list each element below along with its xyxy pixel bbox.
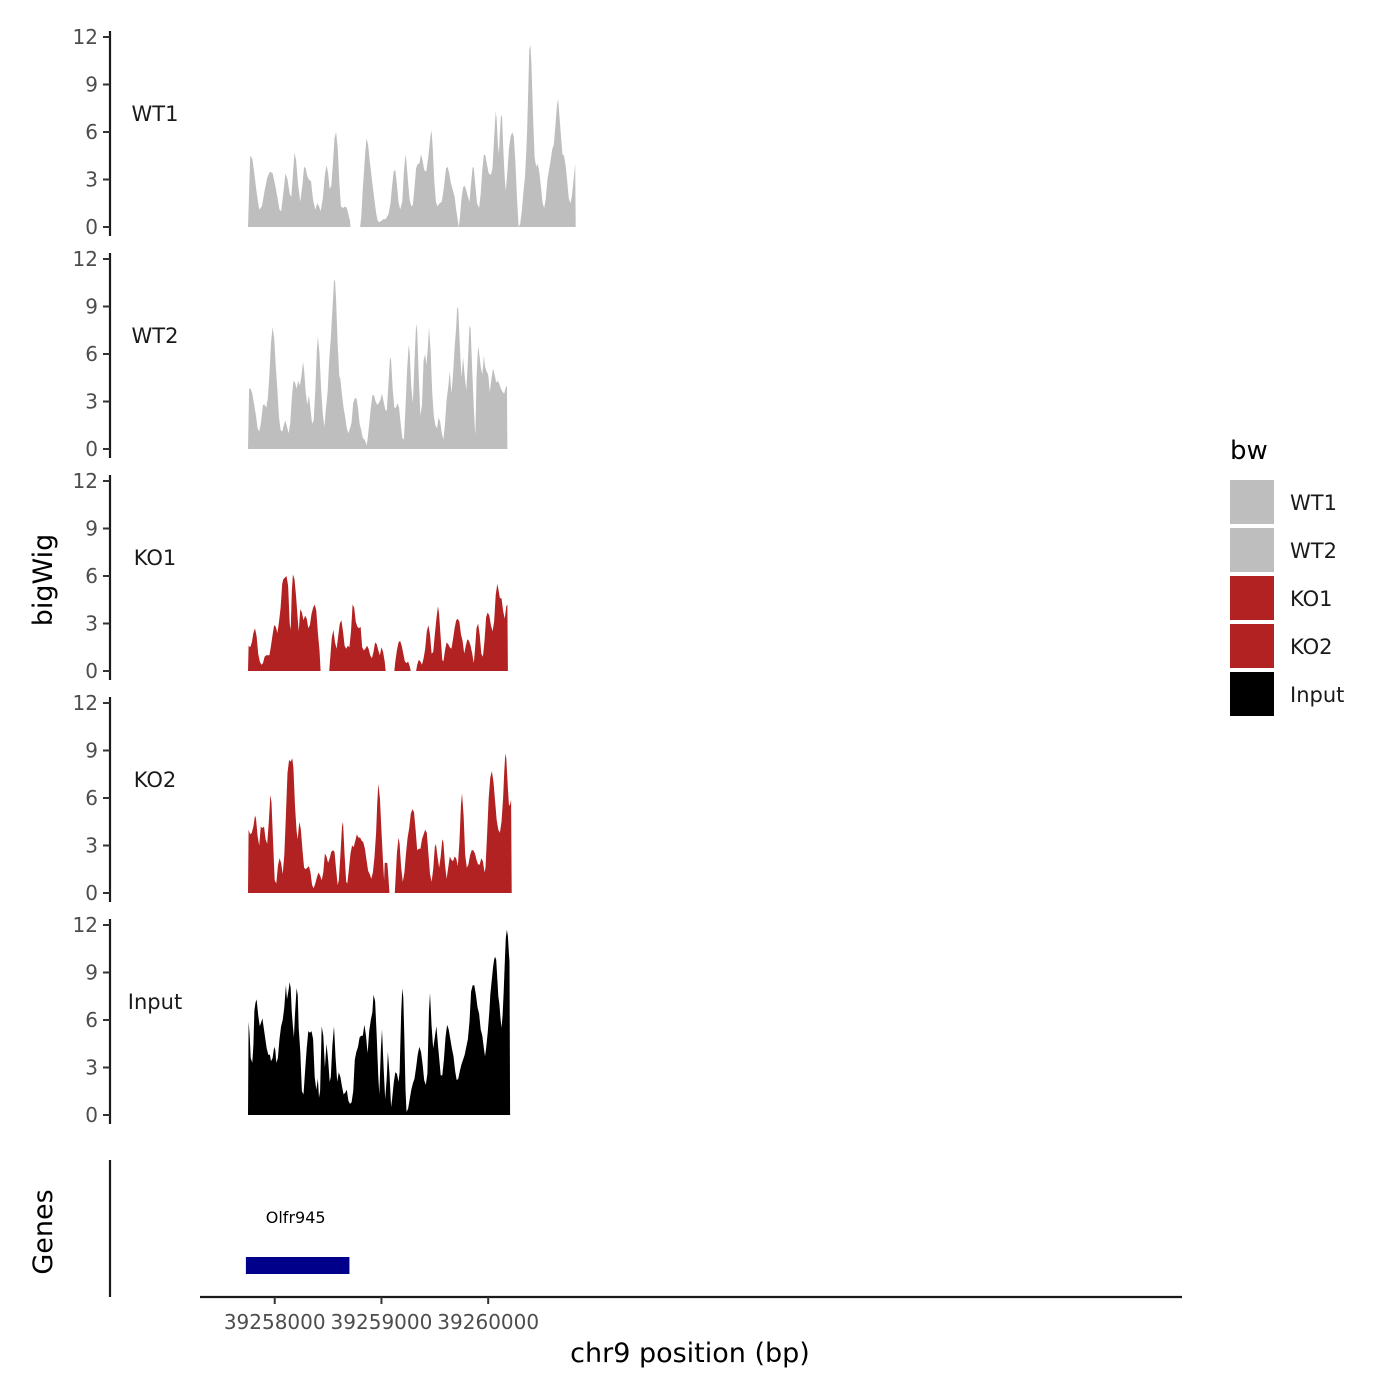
- y-tick-label-ko2-3: 3: [85, 834, 98, 858]
- x-axis: 39258000 39259000 39260000: [200, 1295, 1182, 1334]
- x-tick-label-39259000: 39259000: [331, 1310, 433, 1334]
- x-tick-label-39258000: 39258000: [224, 1310, 326, 1334]
- area-ko2: [248, 753, 512, 893]
- gene-olfr945: Olfr945: [245, 1208, 350, 1274]
- y-tick-label-ko2-12: 12: [73, 691, 98, 715]
- y-tick-label-wt2-0: 0: [85, 437, 98, 461]
- y-axis-title: bigWig: [28, 534, 59, 627]
- y-tick-label-input-0: 0: [85, 1103, 98, 1127]
- legend-entry-wt1: WT1: [1230, 480, 1337, 524]
- legend-key-ko2: [1230, 624, 1274, 668]
- y-tick-label-ko2-9: 9: [85, 739, 98, 763]
- y-tick-label-input-12: 12: [73, 913, 98, 937]
- track-input: 0 3 6 9 12 Input: [73, 913, 511, 1127]
- track-ko2: 0 3 6 9 12 KO2: [73, 691, 512, 905]
- track-label-ko1: KO1: [134, 546, 177, 570]
- area-ko1: [248, 574, 508, 671]
- track-ko1: 0 3 6 9 12 KO1: [73, 469, 508, 683]
- y-tick-label-ko1-3: 3: [85, 612, 98, 636]
- legend-key-ko1: [1230, 576, 1274, 620]
- track-label-wt2: WT2: [132, 324, 179, 348]
- genes-panel: Olfr945: [108, 1160, 350, 1297]
- y-tick-label-ko1-12: 12: [73, 469, 98, 493]
- legend-entry-ko2: KO2: [1230, 624, 1333, 668]
- track-label-input: Input: [128, 990, 182, 1014]
- legend-label-wt1: WT1: [1290, 491, 1337, 515]
- y-tick-label-wt2-12: 12: [73, 247, 98, 271]
- legend-label-wt2: WT2: [1290, 539, 1337, 563]
- track-label-ko2: KO2: [134, 768, 177, 792]
- y-tick-label-wt1-3: 3: [85, 168, 98, 192]
- legend-label-input: Input: [1290, 683, 1344, 707]
- track-panels: 0 3 6 9 12 WT1 0 3 6 9 12 WT2 0 3 6 9 12 KO1 0 3 6 9 12 KO2 0 3 6 9…: [73, 25, 576, 1127]
- legend-label-ko2: KO2: [1290, 635, 1333, 659]
- x-axis-title: chr9 position (bp): [570, 1338, 810, 1369]
- legend-key-wt1: [1230, 480, 1274, 524]
- area-wt2: [248, 279, 508, 449]
- y-tick-label-wt2-9: 9: [85, 295, 98, 319]
- y-tick-label-wt2-3: 3: [85, 390, 98, 414]
- area-input: [248, 929, 511, 1115]
- y-tick-label-input-3: 3: [85, 1056, 98, 1080]
- area-wt1: [248, 44, 576, 228]
- y-tick-label-wt1-0: 0: [85, 215, 98, 239]
- gene-body-olfr945: [245, 1257, 350, 1274]
- legend-entry-wt2: WT2: [1230, 528, 1337, 572]
- track-label-wt1: WT1: [132, 102, 179, 126]
- gene-label-olfr945: Olfr945: [266, 1208, 326, 1227]
- track-wt2: 0 3 6 9 12 WT2: [73, 247, 508, 461]
- legend-entry-ko1: KO1: [1230, 576, 1333, 620]
- legend-key-wt2: [1230, 528, 1274, 572]
- y-tick-label-ko1-9: 9: [85, 517, 98, 541]
- y-tick-label-wt1-6: 6: [85, 120, 98, 144]
- y-tick-label-ko2-6: 6: [85, 786, 98, 810]
- y-tick-label-ko1-0: 0: [85, 659, 98, 683]
- y-tick-label-wt2-6: 6: [85, 342, 98, 366]
- legend-entry-input: Input: [1230, 672, 1344, 716]
- x-tick-label-39260000: 39260000: [437, 1310, 539, 1334]
- y-tick-label-input-6: 6: [85, 1008, 98, 1032]
- y-tick-label-ko1-6: 6: [85, 564, 98, 588]
- legend-key-input: [1230, 672, 1274, 716]
- genes-axis-title: Genes: [28, 1189, 59, 1274]
- y-tick-label-ko2-0: 0: [85, 881, 98, 905]
- track-wt1: 0 3 6 9 12 WT1: [73, 25, 576, 239]
- legend: WT1 WT2 KO1 KO2 Input: [1230, 480, 1344, 716]
- y-tick-label-wt1-12: 12: [73, 25, 98, 49]
- legend-title: bw: [1230, 436, 1268, 466]
- y-tick-label-wt1-9: 9: [85, 73, 98, 97]
- legend-label-ko1: KO1: [1290, 587, 1333, 611]
- y-tick-label-input-9: 9: [85, 961, 98, 985]
